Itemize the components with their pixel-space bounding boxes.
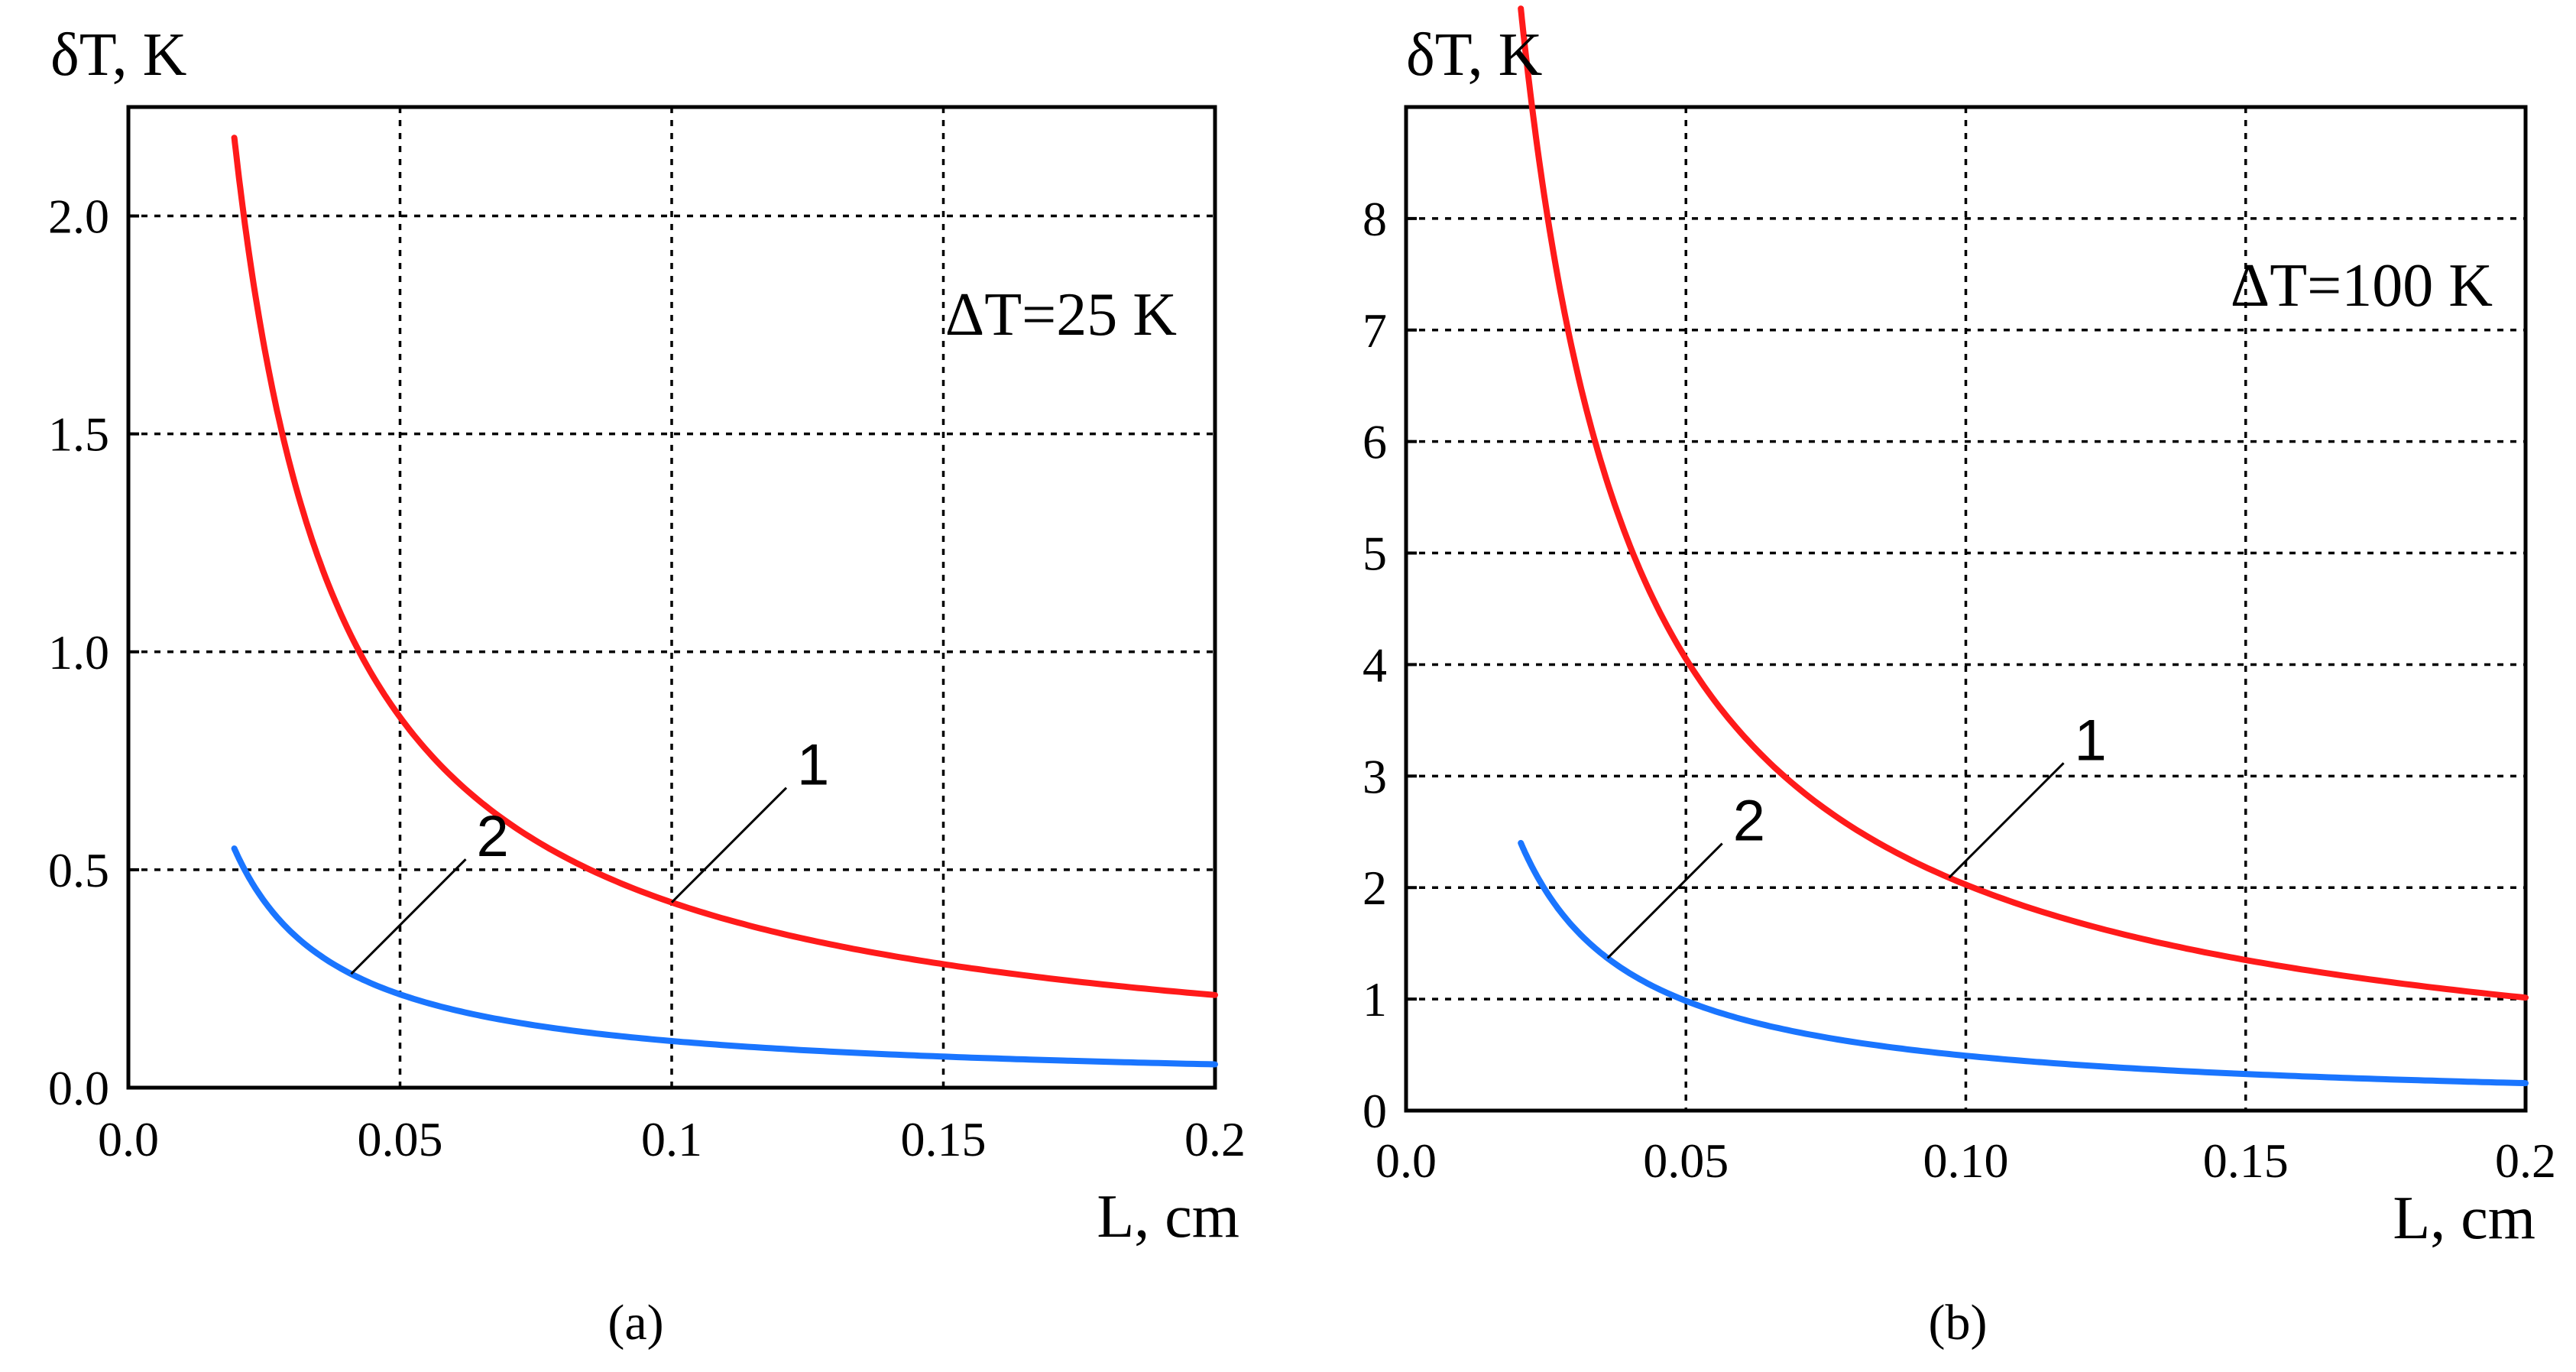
x-tick-label: 0.0 — [1375, 1134, 1437, 1188]
y-tick-label: 8 — [1363, 192, 1387, 246]
x-tick-label: 0.15 — [2203, 1134, 2289, 1188]
series-label-2: 2 — [477, 804, 509, 869]
chart-panel-a: 0.0 0.5 1.0 1.5 2.0 0.0 0.05 0.1 0.15 0.2 1 2 ΔT=25 … — [48, 21, 1246, 1351]
annotation-delta-t: ΔT=100 K — [2231, 252, 2493, 319]
x-tick-label: 0.05 — [1643, 1134, 1729, 1188]
y-tick-label: 4 — [1363, 637, 1387, 692]
x-tick-label: 0.10 — [1923, 1134, 2009, 1188]
panel-subcaption: (b) — [1929, 1295, 1988, 1351]
chart-panel-b: 0 1 2 3 4 5 6 7 8 0.0 0.05 0.10 0.15 0.2 1 2 ΔT=100 K δT,… — [1363, 5, 2556, 1351]
y-tick-label: 5 — [1363, 527, 1387, 581]
y-tick-label: 7 — [1363, 303, 1387, 358]
series-leader-1 — [670, 787, 788, 903]
x-axis-label: L, cm — [1097, 1183, 1239, 1250]
y-tick-label: 1 — [1363, 972, 1387, 1027]
y-tick-label: 6 — [1363, 415, 1387, 469]
x-tick-label: 0.05 — [358, 1112, 443, 1166]
y-tick-label: 2 — [1363, 861, 1387, 915]
y-tick-label: 0.0 — [48, 1061, 109, 1115]
y-axis-label: δT, K — [50, 21, 186, 89]
x-tick-label: 0.15 — [901, 1112, 987, 1166]
y-tick-label: 1.5 — [48, 407, 109, 462]
annotation-delta-t: ΔT=25 K — [945, 281, 1177, 349]
plot-frame — [1404, 105, 2528, 1113]
panel-subcaption: (a) — [608, 1295, 663, 1351]
x-tick-label: 0.2 — [2495, 1134, 2556, 1188]
y-axis-label: δT, K — [1406, 21, 1542, 89]
y-tick-label: 3 — [1363, 749, 1387, 803]
series-line-2 — [1518, 839, 2529, 1087]
series-line-2 — [231, 845, 1218, 1068]
series-label-2: 2 — [1733, 789, 1765, 854]
series-line-1 — [1518, 5, 2529, 1001]
x-tick-label: 0.1 — [641, 1112, 702, 1166]
series-label-1: 1 — [797, 733, 829, 798]
series-line-1 — [231, 135, 1218, 998]
y-tick-label: 1.0 — [48, 625, 109, 680]
series-leader-2 — [350, 858, 467, 975]
series-leader-2 — [1606, 842, 1723, 959]
y-tick-label: 0.5 — [48, 843, 109, 897]
y-tick-label: 2.0 — [48, 190, 109, 244]
plot-frame — [126, 105, 1217, 1090]
x-axis-label: L, cm — [2393, 1185, 2535, 1252]
x-tick-label: 0.2 — [1184, 1112, 1246, 1166]
y-tick-label: 0 — [1363, 1084, 1387, 1138]
series-leader-1 — [1948, 762, 2065, 879]
x-tick-label: 0.0 — [98, 1112, 159, 1166]
series-label-1: 1 — [2075, 708, 2107, 773]
